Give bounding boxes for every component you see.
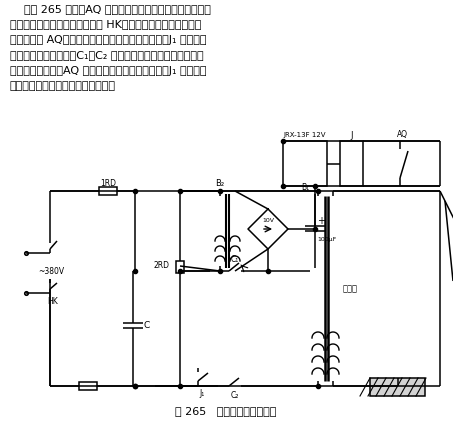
- Text: ~380V: ~380V: [38, 267, 64, 276]
- Bar: [340, 141, 363, 186]
- Text: J: J: [350, 130, 353, 139]
- Text: 图 265   一种电焊机节电方法: 图 265 一种电焊机节电方法: [175, 406, 277, 416]
- Text: C: C: [144, 321, 150, 330]
- Text: C₂: C₂: [231, 391, 239, 400]
- Bar: [283, 141, 327, 186]
- Text: HK: HK: [48, 296, 58, 305]
- Bar: [176, 261, 184, 273]
- Text: 2RD: 2RD: [154, 262, 170, 271]
- Text: AQ: AQ: [396, 130, 408, 139]
- Text: 100μF: 100μF: [317, 236, 336, 242]
- Text: J₁: J₁: [199, 389, 205, 398]
- Text: 电焊机: 电焊机: [342, 284, 357, 293]
- Bar: [370, 378, 425, 396]
- Text: C₁: C₁: [231, 254, 239, 264]
- Bar: [99, 187, 117, 195]
- Text: 1RD: 1RD: [100, 178, 116, 187]
- Text: 10V: 10V: [262, 219, 274, 224]
- Text: 即按下开关 AQ，小型继电器得到低压直流电动作，J₁ 闭合，交: 即按下开关 AQ，小型继电器得到低压直流电动作，J₁ 闭合，交: [10, 35, 207, 45]
- Text: 如图 265 所示，AQ 是加装在电焊钳胶柄上的微型按钮开: 如图 265 所示，AQ 是加装在电焊钳胶柄上的微型按钮开: [10, 4, 211, 14]
- Text: 关。当使用电焊机时，合上刀闸 HK，手握电焊钳胶柄，拇指随: 关。当使用电焊机时，合上刀闸 HK，手握电焊钳胶柄，拇指随: [10, 20, 202, 29]
- Text: 流接触器释放，电焊机电源被切断。: 流接触器释放，电焊机电源被切断。: [10, 81, 116, 92]
- Text: B₂: B₂: [216, 178, 225, 187]
- Bar: [78, 382, 96, 390]
- Text: JRX-13F 12V: JRX-13F 12V: [284, 132, 326, 138]
- Text: 流接触器又得电吸合。C₁、C₂ 触点接触，电焊机工作。焊接停: 流接触器又得电吸合。C₁、C₂ 触点接触，电焊机工作。焊接停: [10, 51, 204, 60]
- Text: 止时，拇指抬起，AQ 恢复原位，继电器失电动作，J₁ 开路，交: 止时，拇指抬起，AQ 恢复原位，继电器失电动作，J₁ 开路，交: [10, 66, 207, 76]
- Text: +: +: [317, 216, 325, 226]
- Text: B₁: B₁: [301, 184, 309, 193]
